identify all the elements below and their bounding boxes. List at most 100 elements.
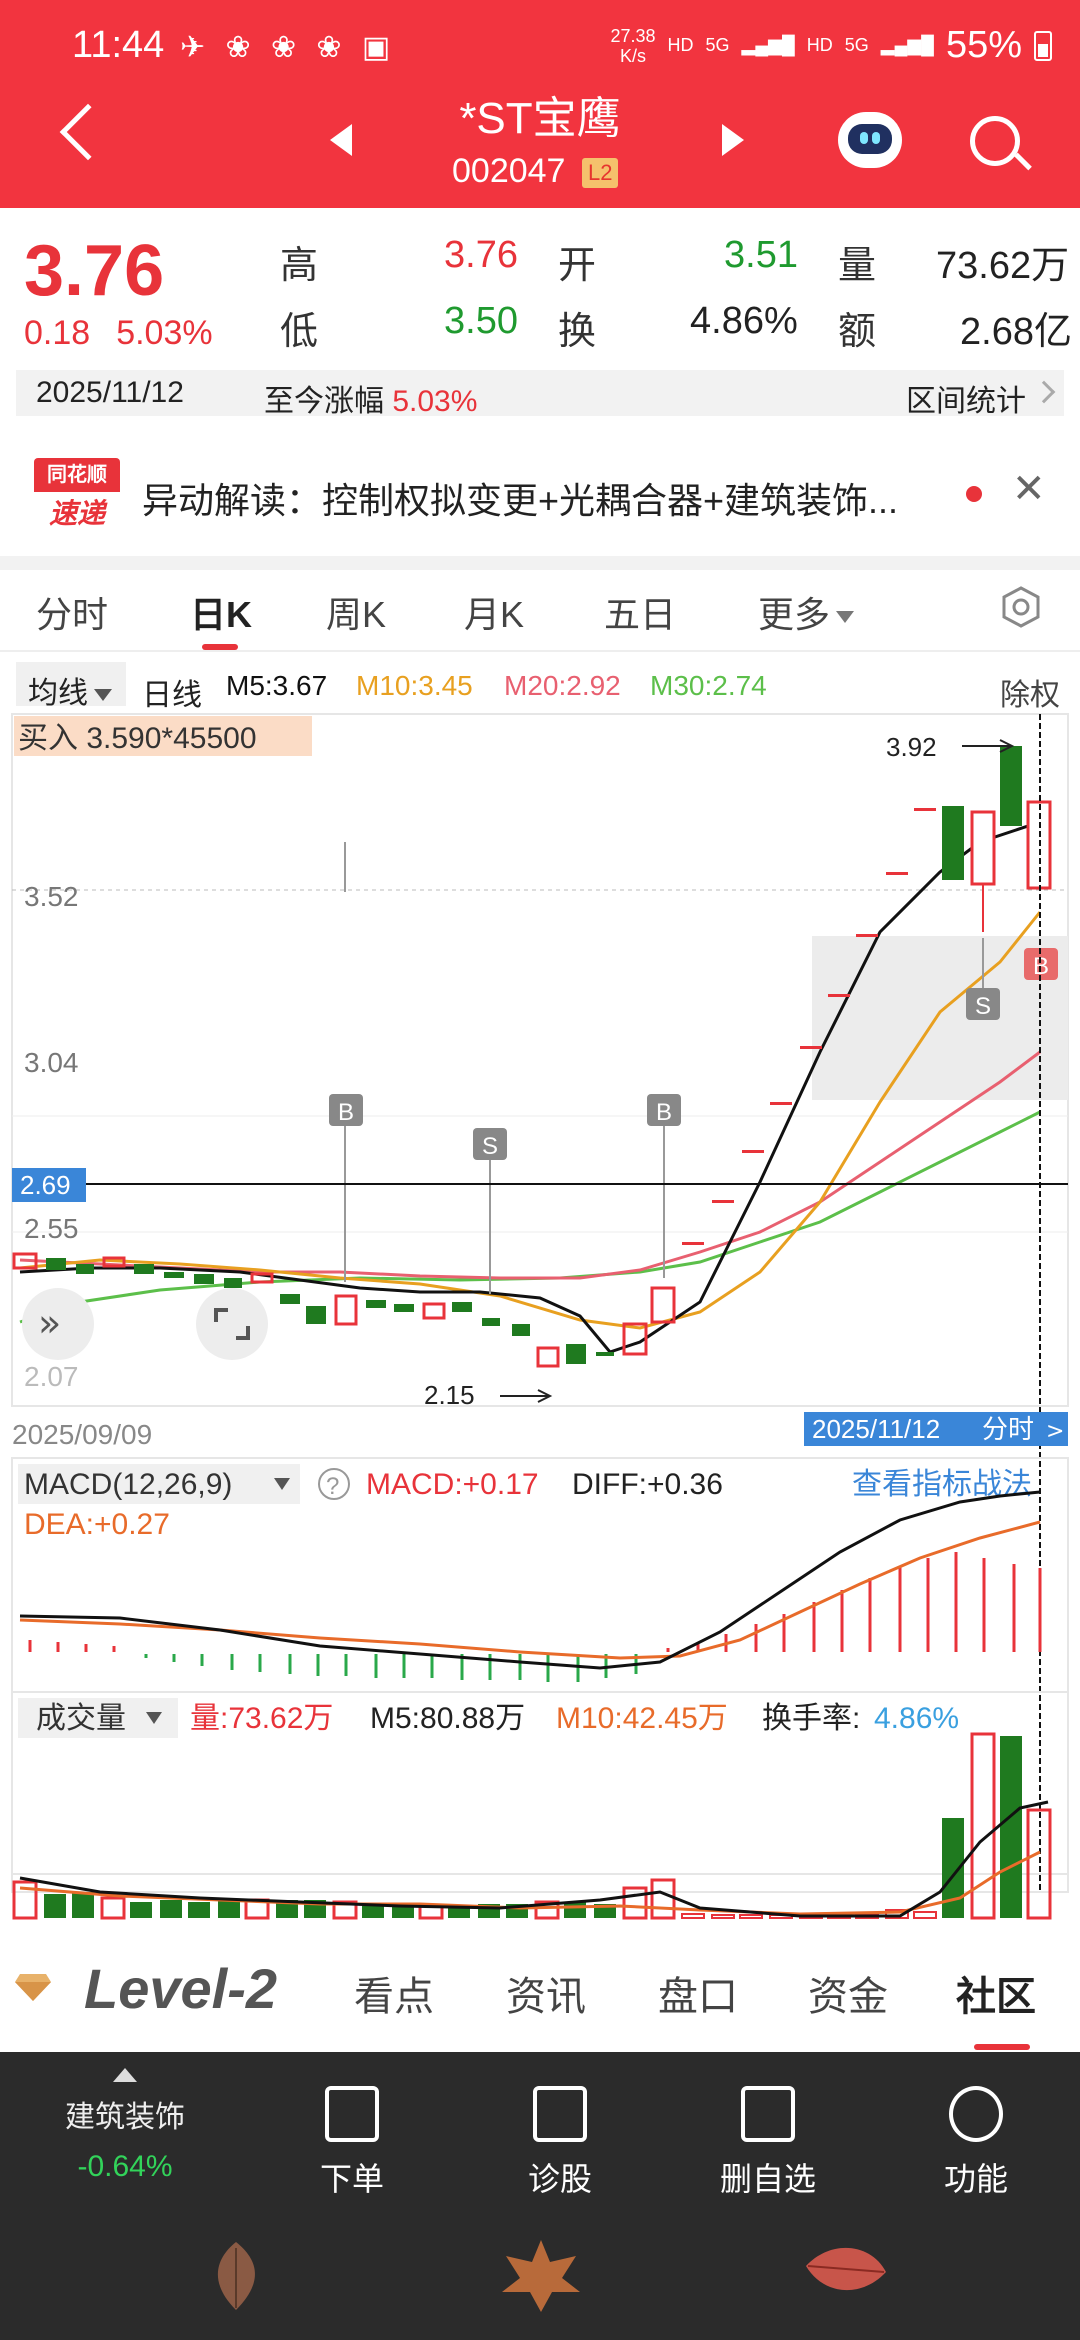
tab-monthly-k[interactable]: 月K xyxy=(464,594,525,635)
stock-name: *ST宝鹰 xyxy=(459,94,621,143)
turnover-label: 换 xyxy=(558,311,597,353)
battery-icon xyxy=(1034,30,1052,61)
buy-order-label: 买入 3.590*45500 xyxy=(18,722,257,755)
adjust-toggle[interactable]: 除权 xyxy=(1000,679,1060,712)
previous-stock-icon[interactable] xyxy=(330,124,352,156)
tab-news[interactable]: 资讯 xyxy=(506,1975,586,2019)
ma-period: 日线 xyxy=(142,679,202,712)
fullscreen-button[interactable] xyxy=(196,1288,268,1360)
tab-capital[interactable]: 资金 xyxy=(808,1975,888,2019)
menu-button[interactable]: 功能 xyxy=(886,2072,1066,2200)
candle xyxy=(970,810,996,886)
candle xyxy=(12,1252,38,1270)
amount-label: 额 xyxy=(838,311,877,353)
active-tab-indicator xyxy=(202,644,238,650)
volume-m10: M10:42.45万 xyxy=(556,1702,728,1735)
candle xyxy=(46,1258,66,1270)
tab-daily-k[interactable]: 日K xyxy=(190,594,252,635)
cursor-date-bg[interactable] xyxy=(804,1412,1068,1446)
macd-frame xyxy=(11,1457,1069,1875)
buy-signal-badge[interactable] xyxy=(647,1094,681,1126)
net-speed-value: 27.38 xyxy=(610,25,656,46)
stock-chart-area[interactable]: 买入 3.590*45500 3.52 3.04 2.55 2.07 xyxy=(0,712,1080,1922)
status-time: 11:44 xyxy=(72,24,165,66)
tab-orderbook[interactable]: 盘口 xyxy=(658,1975,738,2019)
ma30-line xyxy=(19,1110,1041,1324)
tab-more[interactable]: 更多 xyxy=(758,586,855,638)
bottom-toolbar: 建筑装饰 -0.64% 下单 诊股 删自选 功能 xyxy=(0,2052,1080,2340)
double-chevron-icon: » xyxy=(38,1301,61,1345)
back-arrow-icon[interactable] xyxy=(59,103,117,161)
news-text[interactable]: 异动解读：控制权拟变更+光耦合器+建筑装饰... xyxy=(142,480,899,521)
remove-watchlist-button[interactable]: 删自选 xyxy=(678,2072,858,2200)
cursor-date: 2025/11/12 xyxy=(812,1414,940,1444)
order-button[interactable]: 下单 xyxy=(262,2072,442,2200)
period-tabs: 分时 日K 周K 月K 五日 更多 xyxy=(0,572,1080,652)
order-label: 下单 xyxy=(319,2161,384,2197)
news-logo-bottom: 速递 xyxy=(48,498,105,529)
close-icon[interactable]: ✕ xyxy=(1012,467,1046,511)
tab-weekly-k[interactable]: 周K xyxy=(326,594,387,635)
sell-signal-badge[interactable] xyxy=(473,1128,507,1160)
sell-signal-badge[interactable] xyxy=(966,988,1000,1020)
low-value: 3.50 xyxy=(444,300,518,342)
macd-value: MACD:+0.17 xyxy=(366,1468,539,1501)
change-amount: 0.18 xyxy=(24,314,91,352)
tab-highlights[interactable]: 看点 xyxy=(354,1975,434,2019)
ma20-value: M20:2.92 xyxy=(504,670,621,701)
arrow-up-icon xyxy=(113,2068,137,2082)
news-logo-top: 同花顺 xyxy=(34,458,120,492)
news-banner[interactable]: 同花顺 速递 异动解读：控制权拟变更+光耦合器+建筑装饰... ✕ xyxy=(0,446,1080,542)
leaf-decoration-icon xyxy=(217,2242,255,2310)
buy-signal-badge[interactable] xyxy=(1024,948,1058,980)
tab-community[interactable]: 社区 xyxy=(956,1975,1036,2019)
candle xyxy=(622,1322,648,1356)
buy-signal-badge[interactable] xyxy=(329,1094,363,1126)
candle xyxy=(334,1294,358,1326)
ma-selector[interactable]: 均线 xyxy=(16,662,126,710)
robot-eye xyxy=(860,132,868,144)
candle xyxy=(512,1324,530,1336)
y-axis-label: 3.04 xyxy=(24,1047,79,1078)
caret-down-icon xyxy=(146,1712,162,1724)
next-stock-icon[interactable] xyxy=(722,124,744,156)
robot-assistant-icon[interactable] xyxy=(838,112,902,168)
caret-down-icon xyxy=(836,611,855,624)
y-axis-label: 2.07 xyxy=(24,1361,79,1392)
settings-icon[interactable] xyxy=(1000,586,1042,628)
candle xyxy=(422,1302,446,1320)
crosshair-value-bg xyxy=(12,1168,86,1202)
tab-five-day[interactable]: 五日 xyxy=(604,594,677,635)
chevron-right-icon: > xyxy=(1046,1419,1064,1444)
max-price-label: 3.92 xyxy=(886,732,937,762)
diagnose-button[interactable]: 诊股 xyxy=(470,2072,650,2200)
macd-selector[interactable] xyxy=(18,1464,300,1504)
tab-level2[interactable]: Level-2 xyxy=(84,1957,277,2020)
maple-leaf-decoration-icon xyxy=(502,2240,580,2312)
dea-value: DEA:+0.27 xyxy=(24,1508,170,1541)
open-value: 3.51 xyxy=(724,234,798,276)
candle xyxy=(452,1302,472,1312)
selected-date: 2025/11/12 xyxy=(36,376,184,409)
limit-up-candle xyxy=(800,1046,822,1049)
level2-badge: L2 xyxy=(582,158,619,188)
candle xyxy=(536,1346,560,1368)
candle xyxy=(596,1352,614,1356)
signal-icon: ▂▄▆█ xyxy=(741,35,795,55)
network-5g-2: 5G xyxy=(844,35,869,55)
candle xyxy=(76,1264,94,1274)
range-stats-link[interactable]: 区间统计 xyxy=(906,385,1026,418)
cursor-intraday-link[interactable]: 分时 xyxy=(982,1414,1034,1444)
since-change-value: 5.03% xyxy=(392,385,478,418)
limit-up-candle xyxy=(856,934,878,937)
search-icon[interactable] xyxy=(970,116,1020,166)
net-speed: 27.38 K/s xyxy=(610,26,655,66)
help-icon[interactable] xyxy=(318,1468,350,1500)
industry-indicator[interactable]: 建筑装饰 -0.64% xyxy=(40,2068,210,2184)
since-change: 至今涨幅 5.03% xyxy=(264,376,477,420)
high-label: 高 xyxy=(280,245,319,287)
expand-left-button[interactable] xyxy=(22,1288,94,1360)
caret-down-icon xyxy=(274,1478,290,1490)
tab-intraday[interactable]: 分时 xyxy=(36,594,109,635)
tab-more-label: 更多 xyxy=(758,594,831,635)
